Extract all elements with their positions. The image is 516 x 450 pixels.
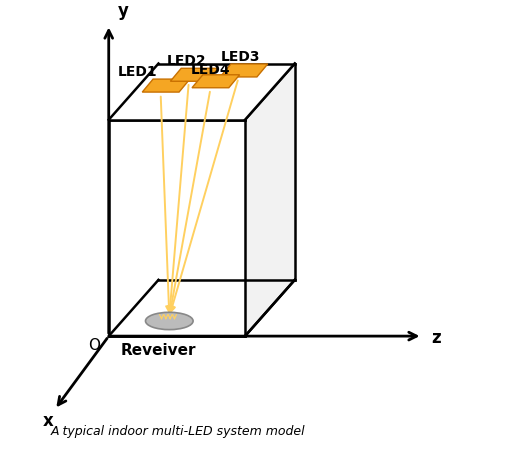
Text: LED4: LED4 xyxy=(191,63,231,77)
Polygon shape xyxy=(245,63,295,336)
Text: LED3: LED3 xyxy=(221,50,261,64)
Text: O: O xyxy=(88,338,100,353)
Text: x: x xyxy=(43,412,54,430)
Text: LED2: LED2 xyxy=(167,54,207,68)
Text: LED1: LED1 xyxy=(117,65,157,79)
Text: z: z xyxy=(431,329,441,347)
Text: Reveiver: Reveiver xyxy=(121,342,196,358)
Polygon shape xyxy=(109,63,295,120)
Polygon shape xyxy=(170,68,218,81)
Polygon shape xyxy=(220,64,268,77)
Text: y: y xyxy=(117,2,128,20)
Ellipse shape xyxy=(146,312,193,329)
Polygon shape xyxy=(109,280,295,336)
Polygon shape xyxy=(192,75,239,88)
Text: A typical indoor multi-LED system model: A typical indoor multi-LED system model xyxy=(51,425,305,438)
Polygon shape xyxy=(142,79,190,92)
Polygon shape xyxy=(109,120,245,336)
